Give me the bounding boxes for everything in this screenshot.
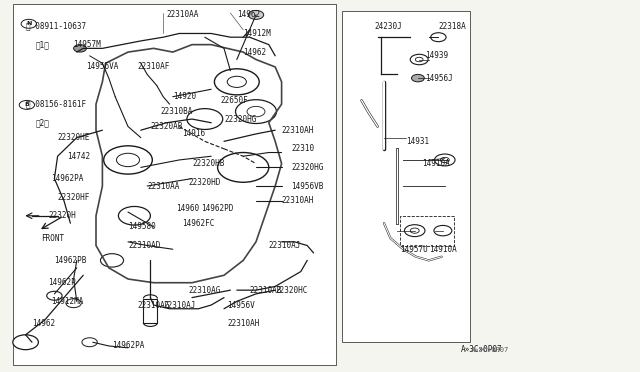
Circle shape bbox=[116, 153, 140, 167]
Text: 14962: 14962 bbox=[237, 10, 260, 19]
Text: 14960: 14960 bbox=[176, 204, 199, 213]
Text: 22310AH: 22310AH bbox=[282, 126, 314, 135]
Circle shape bbox=[66, 299, 81, 308]
Text: 14957U: 14957U bbox=[400, 245, 428, 254]
Text: 14962: 14962 bbox=[243, 48, 266, 57]
Text: 14939: 14939 bbox=[426, 51, 449, 60]
Text: 22320HG: 22320HG bbox=[224, 115, 257, 124]
Text: 22320HC: 22320HC bbox=[275, 286, 308, 295]
Circle shape bbox=[218, 153, 269, 182]
Circle shape bbox=[415, 57, 423, 62]
Circle shape bbox=[247, 106, 265, 117]
Text: 22310AH: 22310AH bbox=[227, 319, 260, 328]
Text: Ⓑ 08156-8161F: Ⓑ 08156-8161F bbox=[26, 100, 86, 109]
Circle shape bbox=[227, 76, 246, 87]
Circle shape bbox=[410, 228, 419, 233]
Circle shape bbox=[412, 74, 424, 82]
Text: A»3C»0P07: A»3C»0P07 bbox=[461, 345, 502, 354]
Text: 14920: 14920 bbox=[173, 92, 196, 101]
Text: 14956VA: 14956VA bbox=[86, 62, 119, 71]
Text: 14962PA: 14962PA bbox=[112, 341, 145, 350]
Text: 22320AB: 22320AB bbox=[150, 122, 183, 131]
Text: 14916: 14916 bbox=[182, 129, 205, 138]
Text: 22310AA: 22310AA bbox=[147, 182, 180, 190]
Bar bbox=[143, 298, 157, 323]
Text: 14912MA: 14912MA bbox=[51, 297, 84, 306]
Circle shape bbox=[47, 291, 62, 300]
Circle shape bbox=[104, 146, 152, 174]
Text: （2）: （2） bbox=[35, 118, 49, 127]
Text: 22310AA: 22310AA bbox=[166, 10, 199, 19]
Circle shape bbox=[434, 225, 452, 236]
Text: B: B bbox=[24, 102, 29, 108]
Text: 22320HB: 22320HB bbox=[192, 159, 225, 168]
Text: 22320HG: 22320HG bbox=[291, 163, 324, 172]
Text: 14962: 14962 bbox=[32, 319, 55, 328]
Text: 22310BA: 22310BA bbox=[160, 107, 193, 116]
Text: ⓝ 08911-10637: ⓝ 08911-10637 bbox=[26, 22, 86, 31]
Text: 14962PD: 14962PD bbox=[202, 204, 234, 213]
Text: 22310AF: 22310AF bbox=[138, 62, 170, 71]
FancyBboxPatch shape bbox=[342, 11, 470, 342]
Circle shape bbox=[187, 109, 223, 129]
Text: 22320HF: 22320HF bbox=[58, 193, 90, 202]
Circle shape bbox=[236, 100, 276, 124]
Text: 14962PB: 14962PB bbox=[54, 256, 87, 265]
Circle shape bbox=[21, 19, 36, 28]
Text: 14742: 14742 bbox=[67, 152, 90, 161]
Text: 22310AJ: 22310AJ bbox=[163, 301, 196, 310]
Text: 22310AD: 22310AD bbox=[128, 241, 161, 250]
Text: 22650F: 22650F bbox=[221, 96, 248, 105]
Circle shape bbox=[19, 100, 35, 109]
Circle shape bbox=[440, 157, 449, 163]
Text: 22320H: 22320H bbox=[48, 211, 76, 220]
Circle shape bbox=[404, 225, 425, 237]
Text: 22310AG: 22310AG bbox=[189, 286, 221, 295]
Text: 14956V: 14956V bbox=[227, 301, 255, 310]
Circle shape bbox=[82, 338, 97, 347]
Text: 22310AH: 22310AH bbox=[282, 196, 314, 205]
Text: 14912M: 14912M bbox=[243, 29, 271, 38]
Text: 22318A: 22318A bbox=[438, 22, 466, 31]
Text: 22310AJ: 22310AJ bbox=[269, 241, 301, 250]
Bar bbox=[400, 216, 454, 246]
Text: 14910A: 14910A bbox=[422, 159, 450, 168]
Text: 14910A: 14910A bbox=[429, 245, 456, 254]
Text: 22310AB: 22310AB bbox=[250, 286, 282, 295]
Text: 22310AG: 22310AG bbox=[138, 301, 170, 310]
Circle shape bbox=[118, 206, 150, 225]
Circle shape bbox=[248, 10, 264, 19]
Circle shape bbox=[410, 54, 428, 65]
Text: （1）: （1） bbox=[35, 40, 49, 49]
Circle shape bbox=[435, 154, 455, 166]
Text: N: N bbox=[26, 21, 31, 26]
Circle shape bbox=[100, 254, 124, 267]
Text: 14962FC: 14962FC bbox=[182, 219, 215, 228]
Circle shape bbox=[74, 45, 86, 52]
Text: FRONT: FRONT bbox=[42, 234, 65, 243]
Text: 14962PA: 14962PA bbox=[51, 174, 84, 183]
Text: 14931: 14931 bbox=[406, 137, 429, 146]
Text: 22320HD: 22320HD bbox=[189, 178, 221, 187]
Text: 149580: 149580 bbox=[128, 222, 156, 231]
Text: 24230J: 24230J bbox=[374, 22, 402, 31]
Circle shape bbox=[431, 33, 446, 42]
Text: 14962P: 14962P bbox=[48, 278, 76, 287]
Text: 14956J: 14956J bbox=[426, 74, 453, 83]
Circle shape bbox=[214, 69, 259, 95]
FancyBboxPatch shape bbox=[13, 4, 336, 365]
Text: 22320HE: 22320HE bbox=[58, 133, 90, 142]
Text: 14957M: 14957M bbox=[74, 40, 101, 49]
Text: A»3C»0P07: A»3C»0P07 bbox=[470, 347, 509, 353]
Text: 22310: 22310 bbox=[291, 144, 314, 153]
Text: 14956VB: 14956VB bbox=[291, 182, 324, 190]
Circle shape bbox=[13, 335, 38, 350]
